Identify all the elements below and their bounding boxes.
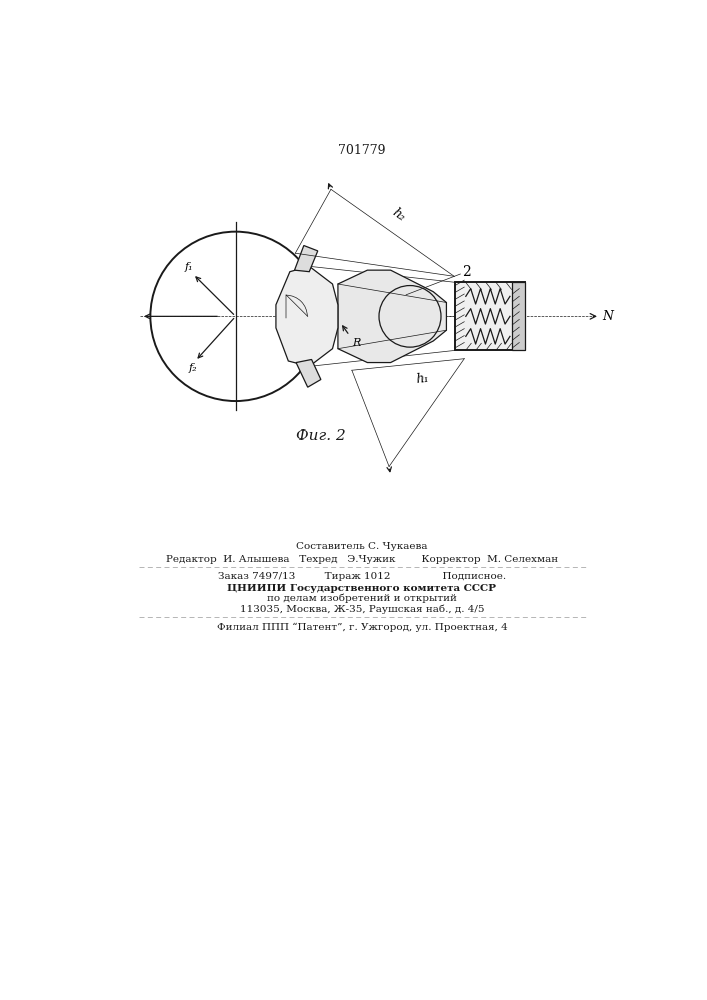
Text: 2: 2 xyxy=(462,265,471,279)
Text: Составитель С. Чукаева: Составитель С. Чукаева xyxy=(296,542,428,551)
Text: R: R xyxy=(353,338,361,348)
Text: 701779: 701779 xyxy=(338,144,386,157)
Text: Филиал ППП “Патент”, г. Ужгород, ул. Проектная, 4: Филиал ППП “Патент”, г. Ужгород, ул. Про… xyxy=(216,623,508,632)
Polygon shape xyxy=(338,270,446,363)
Text: ЦНИИПИ Государственного комитета СССР: ЦНИИПИ Государственного комитета СССР xyxy=(228,584,496,593)
Text: N: N xyxy=(602,310,613,323)
Text: Заказ 7497/13         Тираж 1012                Подписное.: Заказ 7497/13 Тираж 1012 Подписное. xyxy=(218,572,506,581)
Text: Редактор  И. Алышева   Техред   Э.Чужик        Корректор  М. Селехман: Редактор И. Алышева Техред Э.Чужик Корре… xyxy=(166,555,558,564)
Text: Фиг. 2: Фиг. 2 xyxy=(296,429,346,443)
Polygon shape xyxy=(295,246,317,272)
Polygon shape xyxy=(276,266,338,366)
Text: 90°: 90° xyxy=(293,290,311,299)
Text: f₂: f₂ xyxy=(189,363,197,373)
Bar xyxy=(455,282,525,350)
Text: f₁: f₁ xyxy=(185,262,194,272)
Polygon shape xyxy=(296,359,321,387)
Text: h₁: h₁ xyxy=(415,372,429,386)
Bar xyxy=(513,282,525,350)
Text: α: α xyxy=(309,318,316,327)
Text: h₂: h₂ xyxy=(390,205,408,224)
Text: по делам изобретений и открытий: по делам изобретений и открытий xyxy=(267,594,457,603)
Text: 113035, Москва, Ж-35, Раушская наб., д. 4/5: 113035, Москва, Ж-35, Раушская наб., д. … xyxy=(240,604,484,614)
